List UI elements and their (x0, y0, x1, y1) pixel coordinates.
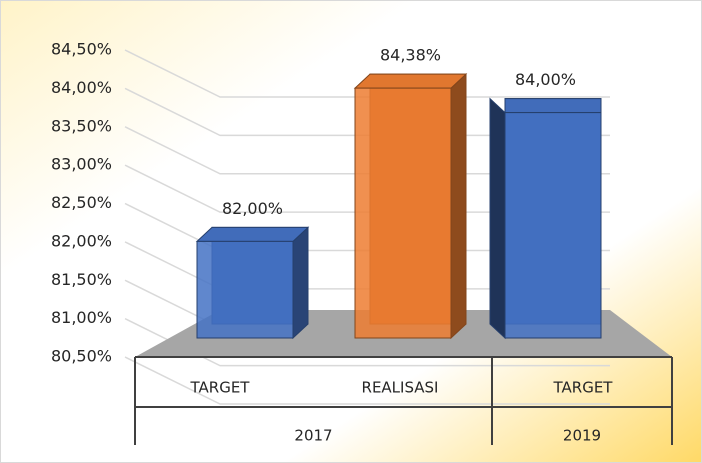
grid-line (124, 317, 610, 367)
x-tick-label: TARGET (553, 379, 614, 397)
grid-line (124, 164, 610, 213)
bar (353, 72, 468, 340)
grid-line (124, 49, 610, 98)
bar-face (489, 97, 506, 340)
bar (489, 97, 602, 340)
grid-line (124, 356, 610, 405)
grid-line (124, 87, 610, 137)
bar-front (354, 87, 452, 339)
y-tick-label: 82,00% (51, 231, 112, 250)
value-label: 82,00% (222, 199, 283, 218)
bar-face (195, 226, 310, 242)
bar-front (196, 240, 294, 339)
y-tick-label: 84,00% (51, 78, 112, 97)
bar-face (504, 98, 602, 114)
y-tick-label: 83,00% (51, 155, 112, 174)
x-tick-label: TARGET (190, 379, 251, 397)
y-tick-label: 81,50% (51, 270, 112, 289)
x-tick-label: REALISASI (362, 379, 439, 397)
y-tick-label: 84,50% (51, 40, 112, 59)
y-tick-label: 80,50% (51, 347, 112, 366)
grid-line (124, 126, 610, 175)
bar-front (504, 112, 602, 339)
y-tick-label: 83,50% (51, 116, 112, 135)
bar-face (353, 73, 468, 89)
group-label: 2017 (294, 427, 332, 445)
y-tick-label: 81,00% (51, 308, 112, 327)
y-tick-label: 82,50% (51, 193, 112, 212)
bar-face (292, 226, 309, 340)
bar (195, 226, 310, 340)
value-label: 84,00% (515, 70, 576, 89)
bar-face (450, 72, 467, 340)
group-label: 2019 (563, 427, 601, 445)
value-label: 84,38% (380, 46, 441, 65)
